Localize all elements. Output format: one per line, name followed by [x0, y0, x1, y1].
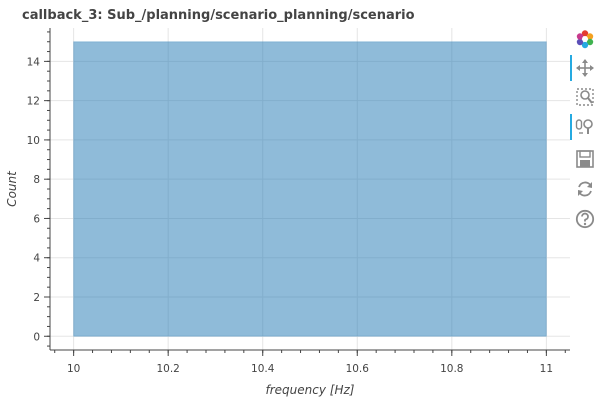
toolbar — [570, 26, 600, 266]
pan-tool-icon — [576, 59, 594, 77]
reset-tool[interactable] — [570, 176, 600, 202]
y-tick-label: 12 — [27, 96, 40, 108]
help-tool-icon — [575, 209, 595, 229]
bokeh-logo-icon[interactable] — [570, 26, 600, 52]
wheel-zoom-tool[interactable] — [570, 114, 600, 140]
pan-tool-active-indicator — [570, 55, 572, 81]
reset-tool-icon — [578, 181, 592, 197]
box-zoom-tool-icon — [576, 88, 594, 106]
x-tick-label: 10.2 — [156, 363, 179, 375]
y-tick-label: 0 — [33, 331, 40, 343]
save-tool-icon — [576, 150, 594, 168]
y-tick-label: 6 — [33, 213, 40, 225]
x-tick-label: 10.6 — [346, 363, 370, 375]
y-axis-label: Count — [5, 170, 19, 207]
y-tick-label: 4 — [33, 253, 40, 265]
x-tick-label: 10.4 — [251, 363, 275, 375]
y-tick-label: 2 — [33, 292, 40, 304]
histogram-bar — [73, 41, 547, 337]
y-tick-label: 10 — [27, 135, 40, 147]
x-tick-label: 10 — [67, 363, 80, 375]
wheel-zoom-tool-icon — [575, 119, 593, 134]
y-tick-label: 8 — [33, 174, 40, 186]
x-axis-label: frequency [Hz] — [266, 383, 355, 397]
x-tick-label: 11 — [540, 363, 553, 375]
axes: 10 10.2 10.4 10.6 10.8 11 0 2 4 6 8 10 12 14 — [27, 28, 570, 375]
wheel-zoom-tool-active-indicator — [570, 114, 572, 140]
chart-title: callback_3: Sub_/planning/scenario_plann… — [22, 8, 415, 23]
box-zoom-tool[interactable] — [570, 84, 600, 110]
y-tick-label: 14 — [27, 56, 41, 68]
pan-tool[interactable] — [570, 55, 600, 81]
help-tool[interactable] — [570, 206, 600, 232]
x-tick-label: 10.8 — [440, 363, 463, 375]
save-tool[interactable] — [570, 146, 600, 172]
histogram-bars — [73, 41, 547, 337]
